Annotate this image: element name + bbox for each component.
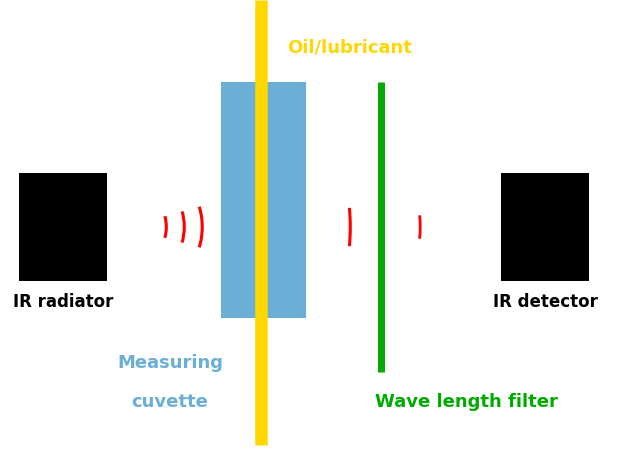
Text: cuvette: cuvette xyxy=(132,393,209,411)
Text: Wave length filter: Wave length filter xyxy=(375,393,558,411)
Text: IR radiator: IR radiator xyxy=(13,293,113,311)
Bar xyxy=(19,173,107,281)
Text: Measuring: Measuring xyxy=(117,354,223,372)
Text: IR detector: IR detector xyxy=(493,293,597,311)
Bar xyxy=(220,82,306,318)
Text: Oil/lubricant: Oil/lubricant xyxy=(287,39,411,57)
Bar xyxy=(501,173,589,281)
